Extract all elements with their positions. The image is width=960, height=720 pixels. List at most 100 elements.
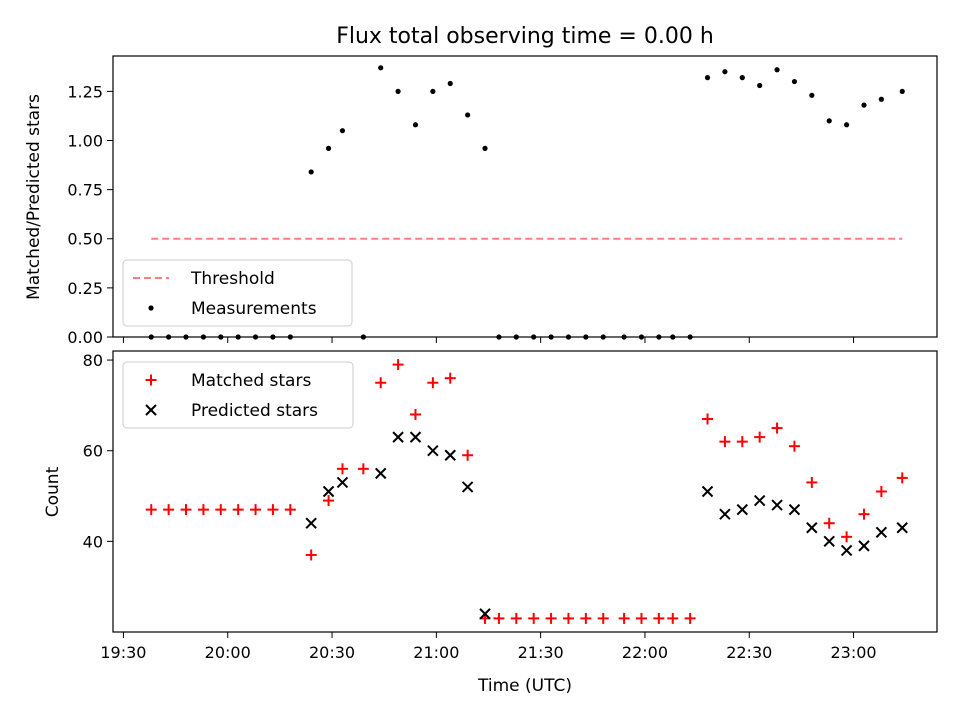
predicted-stars-point bbox=[322, 485, 335, 498]
matched-stars-point bbox=[771, 422, 783, 434]
matched-stars-point bbox=[788, 440, 800, 452]
matched-stars-point bbox=[409, 408, 421, 420]
matched-stars-point bbox=[823, 517, 835, 529]
matched-stars-point bbox=[580, 612, 592, 624]
measurement-point bbox=[496, 334, 502, 340]
x-stroke-b bbox=[461, 481, 474, 493]
bottom-y-tick-label: 80 bbox=[83, 351, 103, 370]
measurement-point bbox=[774, 67, 780, 73]
measurement-point bbox=[166, 334, 172, 340]
bottom-legend-label: Matched stars bbox=[191, 371, 311, 391]
matched-stars-point bbox=[702, 413, 714, 425]
measurement-point bbox=[687, 334, 693, 340]
bottom-y-tick-label: 40 bbox=[83, 532, 103, 551]
matched-stars-point bbox=[493, 612, 505, 624]
measurement-point bbox=[739, 75, 745, 81]
x-stroke-b bbox=[392, 431, 404, 443]
x-stroke-b bbox=[788, 503, 801, 516]
matched-stars-point bbox=[250, 504, 262, 516]
bottom-x-tick-label: 20:00 bbox=[205, 643, 251, 662]
matched-stars-point bbox=[618, 612, 630, 624]
predicted-stars-point bbox=[736, 503, 749, 516]
measurement-point bbox=[621, 334, 627, 340]
measurement-point bbox=[360, 334, 366, 340]
matched-stars-point bbox=[305, 549, 317, 561]
predicted-stars-point bbox=[788, 503, 801, 516]
top-y-axis-label: Matched/Predicted stars bbox=[24, 94, 44, 300]
measurement-point bbox=[200, 334, 206, 340]
bottom-legend-box bbox=[122, 361, 354, 429]
predicted-stars-point bbox=[701, 485, 714, 498]
bottom-x-tick-label: 19:30 bbox=[100, 643, 146, 662]
matched-stars-point bbox=[719, 436, 731, 448]
matched-stars-point bbox=[375, 377, 387, 389]
x-stroke-b bbox=[336, 476, 349, 489]
x-stroke-b bbox=[719, 508, 731, 520]
measurement-point bbox=[308, 169, 314, 175]
bottom-axes-frame bbox=[112, 350, 938, 633]
top-legend-box bbox=[122, 259, 353, 327]
matched-stars-point bbox=[197, 504, 209, 516]
measurement-point bbox=[447, 80, 453, 87]
x-stroke-b bbox=[753, 494, 766, 507]
measurement-point bbox=[878, 96, 884, 102]
measurement-point bbox=[513, 334, 519, 340]
predicted-stars-point bbox=[305, 517, 317, 529]
measurements-legend-swatch bbox=[148, 305, 154, 311]
measurement-point bbox=[809, 92, 815, 98]
measurement-point bbox=[704, 75, 711, 81]
predicted-stars-point bbox=[896, 522, 908, 534]
predicted-stars-point bbox=[392, 431, 404, 443]
measurement-point bbox=[899, 88, 905, 94]
bottom-panel: 40 60 80 19:30 20:00 20:30 21:00 21:30 22:00 22:3… bbox=[83, 350, 938, 662]
predicted-stars-point bbox=[875, 526, 888, 538]
top-panel: 0.00 0.25 0.50 0.75 1.00 1.25 Threshold Measure… bbox=[67, 55, 938, 347]
x-axis-label: Time (UTC) bbox=[477, 676, 572, 696]
measurement-point bbox=[378, 65, 384, 71]
top-axes-frame bbox=[112, 55, 938, 338]
measurement-point bbox=[861, 102, 867, 108]
matched-stars-point bbox=[357, 463, 369, 475]
matched-stars-point bbox=[284, 504, 296, 516]
measurement-point bbox=[183, 334, 189, 340]
x-stroke-b bbox=[479, 608, 491, 620]
matched-stars-point bbox=[392, 359, 404, 371]
x-stroke-b bbox=[322, 485, 335, 498]
bottom-x-tick-label: 23:00 bbox=[831, 643, 877, 662]
predicted-stars-point bbox=[427, 445, 439, 457]
top-y-tick-label: 0.50 bbox=[67, 230, 103, 249]
top-y-tick-label: 1.25 bbox=[67, 82, 103, 101]
measurement-point bbox=[826, 118, 832, 124]
bottom-x-tick-label: 21:30 bbox=[518, 643, 564, 662]
matched-stars-point bbox=[562, 612, 574, 624]
bottom-x-tick-label: 22:30 bbox=[726, 643, 772, 662]
predicted-stars-point bbox=[479, 608, 491, 620]
matched-stars-point bbox=[427, 377, 439, 389]
x-stroke-b bbox=[875, 526, 888, 538]
x-stroke-b bbox=[427, 445, 439, 457]
measurement-point bbox=[235, 334, 241, 340]
matched-stars-point bbox=[684, 612, 696, 624]
measurement-point bbox=[430, 88, 436, 94]
x-stroke-b bbox=[840, 544, 853, 557]
matched-stars-point bbox=[323, 495, 335, 507]
chart-title: Flux total observing time = 0.00 h bbox=[336, 24, 714, 49]
measurement-point bbox=[218, 334, 224, 340]
measurement-point bbox=[325, 145, 332, 151]
measurement-point bbox=[791, 78, 798, 85]
x-stroke-b bbox=[444, 449, 456, 461]
matched-stars-point bbox=[145, 504, 157, 516]
top-y-tick-label: 0.25 bbox=[67, 279, 103, 298]
matched-stars-point bbox=[462, 449, 474, 461]
top-y-tick-label: 0.75 bbox=[67, 181, 103, 200]
bottom-legend-label: Predicted stars bbox=[191, 401, 318, 421]
measurement-point bbox=[465, 112, 471, 118]
x-stroke-b bbox=[858, 540, 870, 552]
matched-stars-point bbox=[510, 612, 522, 624]
matched-stars-point bbox=[896, 472, 908, 484]
bottom-x-tick-label: 20:30 bbox=[309, 643, 355, 662]
predicted-stars-point bbox=[858, 540, 870, 552]
measurement-point bbox=[600, 334, 606, 340]
